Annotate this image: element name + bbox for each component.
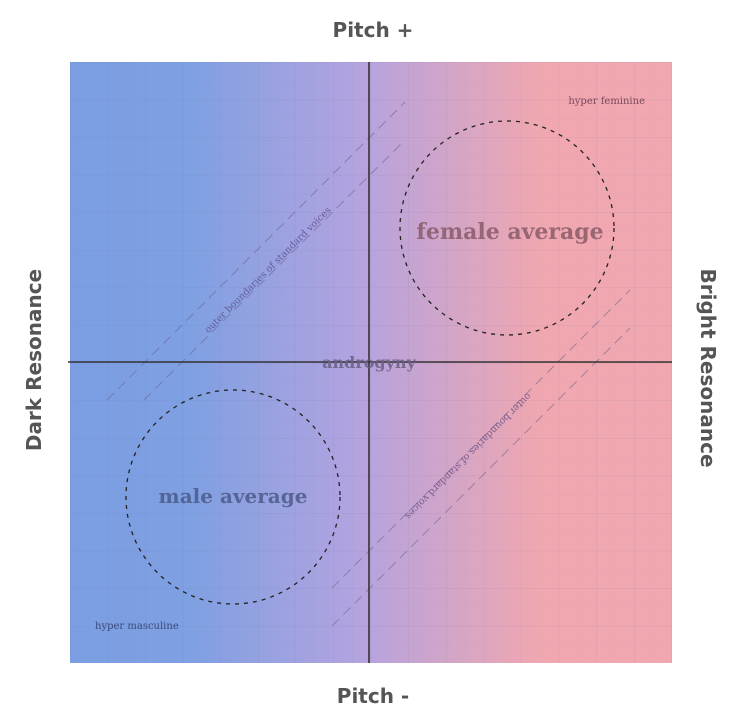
hyper-masculine-label: hyper masculine (95, 621, 179, 632)
male-average-label: male average (159, 484, 308, 508)
hyper-feminine-label: hyper feminine (568, 96, 645, 107)
male-average-circle (125, 389, 341, 605)
female-average-label: female average (416, 219, 603, 245)
boundary-line-lower-inner (331, 289, 631, 589)
pitch-minus-label: Pitch - (336, 684, 410, 708)
boundary-line-upper-outer (106, 101, 406, 401)
androgyny-label: androgyny (322, 353, 416, 372)
female-average-circle (399, 120, 615, 336)
pitch-plus-label: Pitch + (332, 18, 414, 42)
boundary-line-upper-inner (143, 139, 406, 401)
boundary-line-lower-outer (331, 327, 631, 627)
